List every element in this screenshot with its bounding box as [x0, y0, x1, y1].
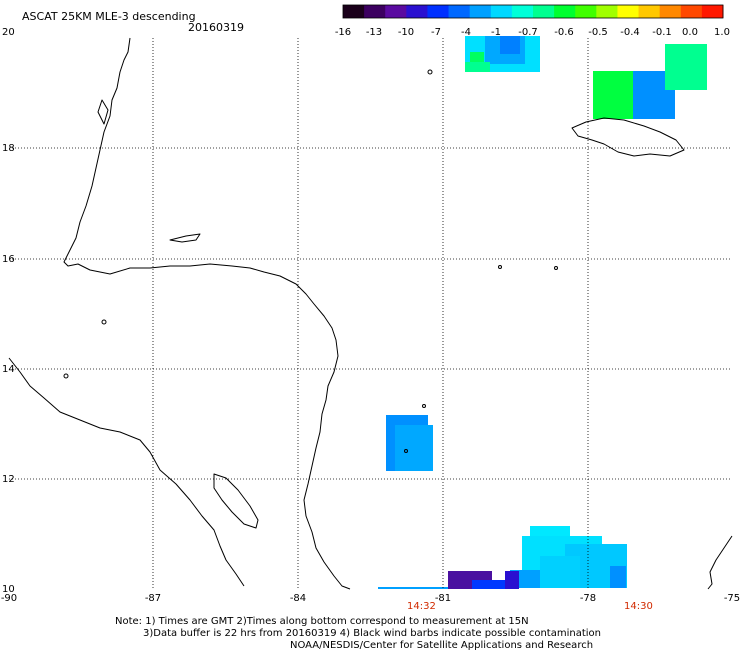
colombia-coast — [707, 535, 733, 590]
colorbar-tick-label: -0.1 — [652, 27, 672, 38]
colorbar-cell — [575, 5, 597, 18]
colorbar-frame — [342, 4, 724, 19]
mainland-coast — [63, 37, 351, 590]
colorbar-cell — [533, 5, 555, 18]
colorbar-tick-label: -7 — [431, 27, 441, 38]
colorbar-tick-label: 0.0 — [682, 27, 698, 38]
colorbar-cell — [596, 5, 618, 18]
colorbar: -16 -13 -10 -7 -4 -1 -0.7 -0.6 -0.5 -0.4 -0.1 0.0 1.… — [335, 4, 730, 38]
colorbar-cell — [427, 5, 450, 18]
colorbar-tick-label: -0.5 — [588, 27, 608, 38]
colorbar-tick-label: -0.4 — [620, 27, 640, 38]
colorbar-tick-labels: -16 -13 -10 -7 -4 -1 -0.7 -0.6 -0.5 -0.4 -0.1 0.0 1.… — [335, 27, 730, 38]
note-line-1: Note: 1) Times are GMT 2)Times along bot… — [115, 616, 529, 627]
longitude-label: -75 — [724, 593, 740, 604]
coastlines — [8, 37, 733, 590]
central-swath — [386, 415, 433, 471]
note-line-3: NOAA/NESDIS/Center for Satellite Applica… — [290, 640, 593, 650]
longitude-label: -81 — [435, 593, 451, 604]
north-swath — [465, 36, 540, 72]
colorbar-cell — [554, 5, 576, 18]
latitude-label: 18 — [2, 143, 15, 154]
colorbar-tick-label: -10 — [398, 27, 414, 38]
latitude-label: 20 — [2, 27, 15, 38]
colorbar-cell — [659, 5, 682, 18]
note-line-2: 3)Data buffer is 22 hrs from 20160319 4)… — [143, 628, 601, 639]
colorbar-cell — [701, 5, 724, 18]
colorbar-cell — [364, 5, 386, 18]
cozumel-island — [97, 99, 109, 125]
longitude-labels: -90 -87 -84 -81 -78 -75 — [1, 593, 740, 604]
product-date: 20160319 — [188, 21, 244, 34]
latitude-label: 14 — [2, 364, 15, 375]
swath-data — [378, 36, 707, 589]
longitude-label: -84 — [290, 593, 306, 604]
longitude-label: -87 — [145, 593, 161, 604]
product-title: ASCAT 25KM MLE-3 descending — [22, 10, 196, 23]
latitude-labels: 20 18 16 14 12 10 — [2, 27, 15, 595]
colorbar-cell — [343, 5, 365, 18]
latitude-label: 16 — [2, 254, 15, 265]
time-label-2: 14:30 — [624, 601, 653, 612]
jamaica-coast — [571, 117, 685, 157]
colorbar-tick-label: -0.6 — [554, 27, 574, 38]
bay-islands — [169, 233, 201, 243]
time-label-1: 14:32 — [407, 601, 436, 612]
colorbar-cell — [448, 5, 471, 18]
colorbar-tick-label: 1.0 — [714, 27, 730, 38]
jamaica-east-swath — [593, 44, 707, 119]
lake-nicaragua — [213, 473, 259, 529]
colorbar-cell — [406, 5, 428, 18]
colorbar-cell — [617, 5, 640, 18]
latitude-label: 10 — [2, 584, 15, 595]
colorbar-tick-label: -4 — [461, 27, 471, 38]
colorbar-cell — [469, 5, 492, 18]
colorbar-tick-label: -0.7 — [518, 27, 538, 38]
colorbar-tick-label: -16 — [335, 27, 351, 38]
colorbar-cell — [638, 5, 661, 18]
south-swath — [378, 526, 627, 589]
longitude-label: -90 — [1, 593, 17, 604]
graticule — [9, 38, 732, 589]
pacific-coast — [8, 357, 245, 587]
colorbar-cell — [385, 5, 407, 18]
map-frame — [9, 38, 732, 589]
colorbar-tick-label: -13 — [366, 27, 382, 38]
colorbar-cell — [680, 5, 703, 18]
colorbar-cell — [490, 5, 513, 18]
colorbar-cells — [343, 5, 724, 18]
colorbar-cell — [511, 5, 534, 18]
latitude-label: 12 — [2, 474, 15, 485]
colorbar-tick-label: -1 — [491, 27, 501, 38]
longitude-label: -78 — [580, 593, 596, 604]
